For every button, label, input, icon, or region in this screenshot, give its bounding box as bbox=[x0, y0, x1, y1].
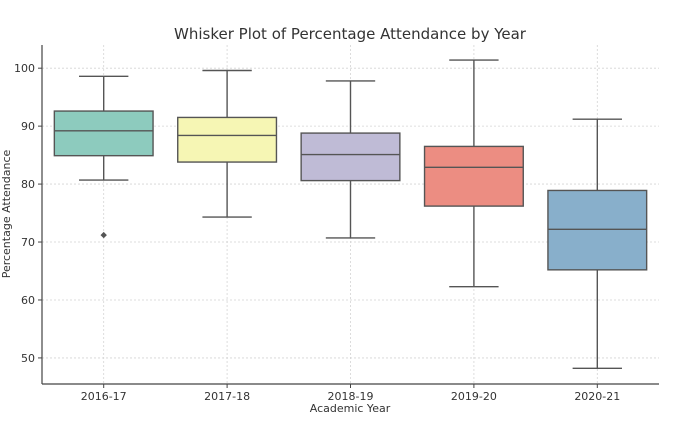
box-group bbox=[177, 69, 278, 218]
boxes bbox=[53, 59, 648, 370]
y-tick-label: 60 bbox=[21, 294, 35, 307]
x-tick-label: 2018-19 bbox=[328, 390, 374, 403]
y-tick-label: 90 bbox=[21, 120, 35, 133]
iqr-box bbox=[300, 132, 401, 182]
iqr-box bbox=[53, 110, 154, 157]
box-group bbox=[423, 59, 524, 288]
x-tick-label: 2019-20 bbox=[451, 390, 497, 403]
x-axis-label: Academic Year bbox=[310, 402, 391, 415]
y-tick-label: 80 bbox=[21, 178, 35, 191]
y-tick-label: 50 bbox=[21, 352, 35, 365]
outlier-point bbox=[100, 231, 107, 239]
iqr-box bbox=[547, 189, 648, 271]
x-tick-label: 2020-21 bbox=[574, 390, 620, 403]
x-tick-label: 2017-18 bbox=[204, 390, 250, 403]
box-group bbox=[53, 75, 154, 239]
box-group bbox=[300, 80, 401, 239]
box-group bbox=[547, 118, 648, 370]
iqr-box bbox=[423, 145, 524, 207]
x-tick-label: 2016-17 bbox=[81, 390, 127, 403]
chart-title: Whisker Plot of Percentage Attendance by… bbox=[174, 25, 527, 43]
y-tick-label: 70 bbox=[21, 236, 35, 249]
y-tick-label: 100 bbox=[14, 62, 35, 75]
y-axis-label: Percentage Attendance bbox=[0, 149, 13, 278]
ticks: 50 60 70 80 90 100 2016-17 2017-18 2018-19 2019-2… bbox=[14, 62, 620, 403]
iqr-box bbox=[177, 116, 278, 163]
